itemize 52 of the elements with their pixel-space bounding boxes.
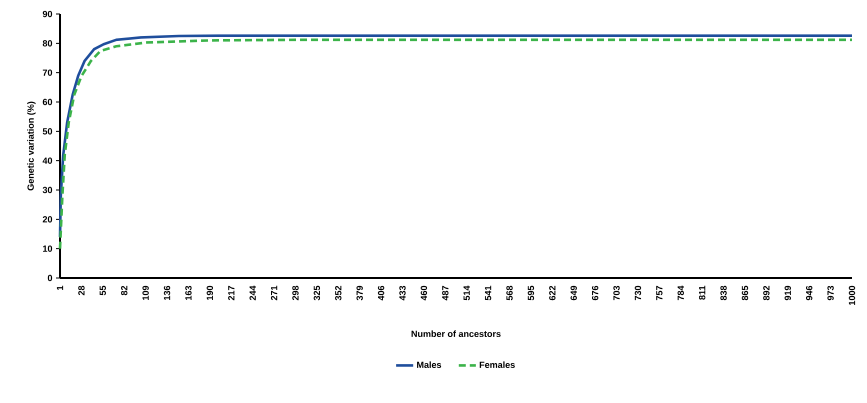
x-tick-label: 703	[613, 286, 620, 300]
x-tick-label: 541	[484, 286, 492, 300]
y-axis-title: Genetic variation (%)	[27, 102, 36, 190]
y-tick-label: 40	[42, 157, 52, 164]
x-tick-label: 784	[678, 286, 684, 300]
x-tick-label: 676	[592, 286, 598, 300]
y-tick-label: 60	[42, 98, 52, 106]
x-tick-label: 973	[827, 286, 834, 300]
legend-label: Males	[417, 361, 442, 368]
x-tick-label: 136	[164, 286, 170, 300]
x-tick-label: 379	[356, 286, 363, 300]
x-tick-label: 406	[378, 286, 384, 300]
y-tick-label: 50	[42, 128, 52, 135]
y-tick-label: 10	[43, 245, 52, 252]
x-tick-label: 433	[399, 286, 406, 300]
x-tick-label: 811	[698, 286, 706, 300]
y-tick-label: 20	[42, 216, 52, 223]
x-tick-label: 325	[314, 286, 320, 300]
x-tick-label: 514	[464, 286, 470, 300]
x-tick-label: 838	[720, 286, 727, 300]
x-tick-label: 946	[806, 286, 812, 300]
x-tick-label: 1000	[848, 286, 856, 305]
x-tick-label: 649	[570, 286, 577, 300]
x-tick-label: 352	[335, 286, 342, 300]
x-tick-label: 460	[420, 286, 428, 300]
x-tick-label: 919	[784, 286, 791, 300]
x-tick-label: 82	[121, 286, 128, 296]
x-tick-label: 487	[442, 286, 448, 300]
x-tick-label: 1	[56, 286, 64, 290]
x-tick-label: 568	[506, 286, 513, 300]
x-tick-label: 730	[634, 286, 642, 300]
x-tick-label: 595	[528, 286, 534, 300]
x-axis-title: Number of ancestors	[412, 330, 501, 338]
x-tick-label: 622	[549, 286, 556, 300]
y-tick-label: 30	[42, 186, 52, 194]
x-tick-label: 55	[100, 286, 106, 296]
y-tick-label: 70	[42, 69, 52, 76]
x-tick-label: 190	[206, 286, 214, 300]
x-tick-label: 892	[763, 286, 770, 300]
x-tick-label: 298	[292, 286, 299, 300]
x-tick-label: 163	[185, 286, 192, 300]
x-tick-label: 271	[270, 286, 278, 300]
y-tick-label: 0	[48, 274, 52, 282]
x-tick-label: 244	[250, 286, 256, 300]
legend-label: Females	[480, 361, 515, 368]
y-tick-label: 80	[42, 40, 52, 47]
x-tick-label: 757	[656, 286, 662, 300]
x-tick-label: 217	[228, 286, 234, 300]
x-tick-label: 28	[78, 286, 85, 296]
x-tick-label: 109	[142, 286, 149, 300]
x-tick-label: 865	[742, 286, 748, 300]
y-tick-label: 90	[42, 10, 52, 18]
